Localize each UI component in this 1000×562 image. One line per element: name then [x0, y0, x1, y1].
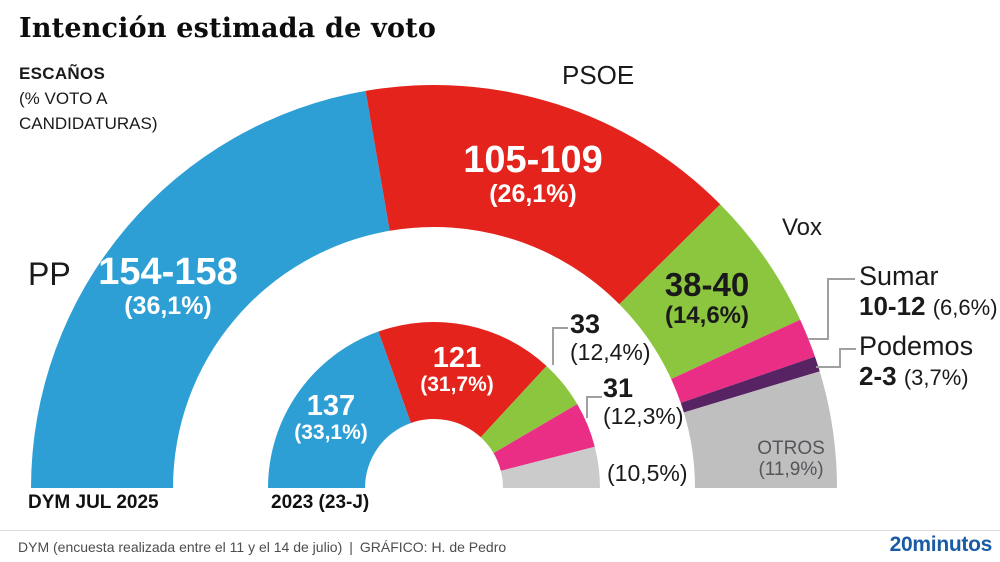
- sumar-2023-pct: (12,3%): [603, 403, 684, 429]
- callout-vox-2023: 33 (12,4%): [570, 309, 651, 366]
- value-label-pp-2025: 154-158 (36,1%): [98, 252, 237, 320]
- value-label-psoe-2025: 105-109 (26,1%): [463, 140, 602, 208]
- pp-seats: 154-158: [98, 251, 238, 293]
- arc-segment-dym-jul-2025-vox: [619, 204, 801, 379]
- footer-graphic-credit: GRÁFICO: H. de Pedro: [359, 539, 507, 555]
- arc-segment-dym-jul-2025-psoe: [365, 85, 721, 305]
- pp-2023-pct: (33,1%): [294, 421, 368, 444]
- arc-segment-dym-jul-2025-pp: [31, 90, 390, 488]
- otros-name: OTROS: [757, 438, 825, 459]
- footer-credits: DYM (encuesta realizada entre el 11 y el…: [18, 539, 506, 555]
- value-label-vox-2025: 38-40 (14,6%): [665, 267, 749, 329]
- leader-line-vox-2023: [552, 327, 568, 365]
- pp-pct: (36,1%): [124, 292, 212, 320]
- arc-segment-dym-jul-2025-otros: [683, 371, 837, 488]
- party-label-vox: Vox: [782, 214, 823, 241]
- podemos-pct: (3,7%): [903, 365, 969, 390]
- arc-segment-2023-23j-otros: [500, 446, 600, 488]
- leader-lines-layer: [552, 278, 856, 418]
- psoe-pct: (26,1%): [489, 180, 577, 208]
- vox-seats: 38-40: [664, 266, 750, 303]
- units-subline-1: (% VOTO A: [19, 89, 108, 108]
- brand-logo-20minutos: 20minutos: [889, 533, 993, 556]
- vox-2023-seats: 33: [570, 309, 601, 339]
- arc-segment-dym-jul-2025-podemos: [680, 356, 820, 413]
- units-subline-2: CANDIDATURAS): [19, 114, 158, 133]
- callout-sumar-2023: 31 (12,3%): [603, 373, 684, 430]
- psoe-seats: 105-109: [463, 139, 603, 181]
- arc-segment-2023-23j-vox: [480, 365, 578, 454]
- vox-pct: (14,6%): [664, 302, 750, 329]
- arc-segments-layer: [31, 85, 837, 488]
- otros-label: OTROS (11,9%): [757, 438, 825, 480]
- footer-separator: |: [349, 539, 353, 555]
- footer-divider-rule: [0, 530, 1000, 531]
- value-label-psoe-2023: 121 (31,7%): [420, 343, 494, 396]
- psoe-2023-pct: (31,7%): [420, 373, 494, 396]
- pp-2023-seats: 137: [306, 390, 356, 422]
- page-title: Intención estimada de voto: [19, 13, 437, 44]
- footer-source: DYM (encuesta realizada entre el 11 y el…: [18, 539, 343, 555]
- party-label-psoe: PSOE: [562, 60, 635, 90]
- sumar-pct: (6,6%): [932, 295, 998, 320]
- psoe-2023-seats: 121: [432, 342, 482, 374]
- leader-line-sumar-2023: [586, 396, 602, 418]
- podemos-seats: 2-3: [859, 361, 897, 391]
- vox-2023-pct: (12,4%): [570, 339, 651, 365]
- ring-caption-dym-jul-2025: DYM JUL 2025: [28, 492, 159, 513]
- leader-line-sumar-2025: [808, 278, 855, 340]
- sumar-2023-seats: 31: [603, 373, 634, 403]
- callout-otros-2023: (10,5%): [607, 460, 688, 486]
- units-legend: ESCAÑOS (% VOTO A CANDIDATURAS): [19, 61, 158, 136]
- arc-segment-dym-jul-2025-sumar: [671, 319, 815, 403]
- otros-pct: (11,9%): [758, 459, 824, 480]
- units-heading: ESCAÑOS: [19, 64, 106, 83]
- side-block-podemos: Podemos 2-3 (3,7%): [859, 332, 973, 393]
- arc-segment-2023-23j-pp: [268, 331, 411, 488]
- value-label-pp-2023: 137 (33,1%): [294, 391, 368, 444]
- arc-segment-2023-23j-sumar: [493, 404, 595, 471]
- side-block-sumar: Sumar 10-12 (6,6%): [859, 262, 998, 323]
- party-label-sumar: Sumar: [859, 261, 939, 291]
- sumar-seats: 10-12: [859, 291, 926, 321]
- party-label-pp: PP: [28, 256, 71, 292]
- party-label-podemos: Podemos: [859, 331, 974, 361]
- arc-segment-2023-23j-psoe: [378, 321, 547, 438]
- leader-line-podemos-2025: [816, 348, 856, 368]
- ring-caption-2023-23j: 2023 (23-J): [271, 492, 370, 513]
